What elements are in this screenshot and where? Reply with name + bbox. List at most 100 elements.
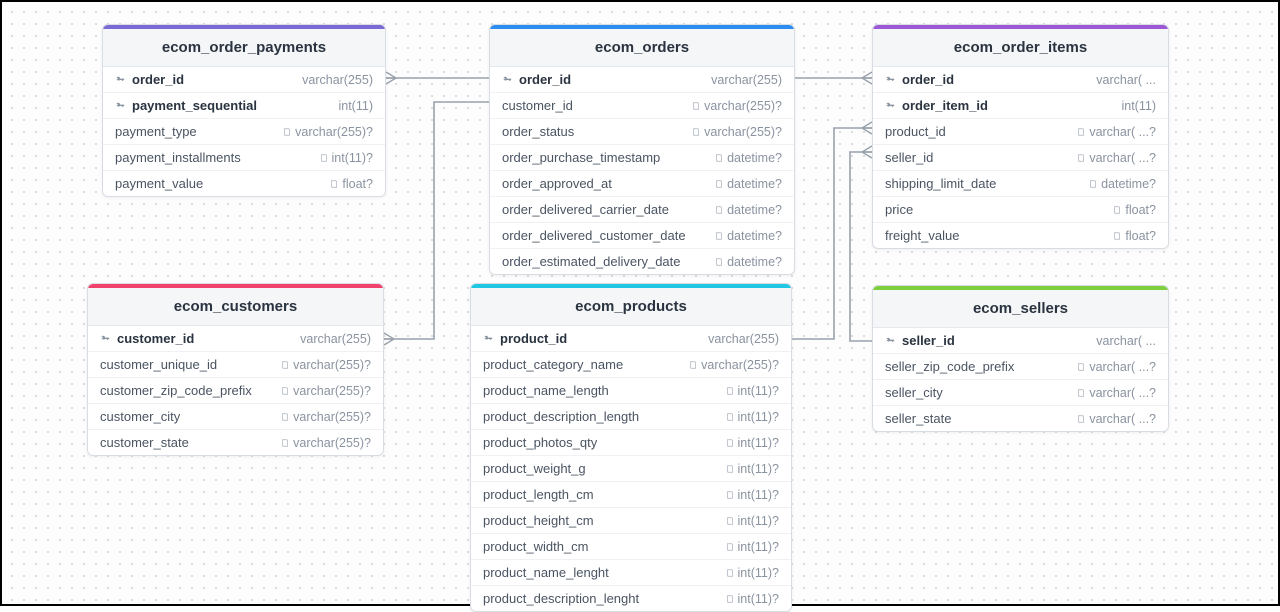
table-ecom_order_payments[interactable]: ecom_order_paymentsorder_idvarchar(255)p…	[102, 24, 386, 197]
primary-key-icon	[885, 100, 896, 111]
table-column[interactable]: order_delivered_customer_datedatetime?	[490, 223, 794, 249]
table-column[interactable]: order_idvarchar(255)	[490, 67, 794, 93]
table-column[interactable]: order_idvarchar( ...	[873, 67, 1168, 93]
nullable-icon	[691, 127, 701, 137]
table-column[interactable]: order_delivered_carrier_datedatetime?	[490, 197, 794, 223]
erd-canvas[interactable]: ecom_order_paymentsorder_idvarchar(255)p…	[0, 0, 1280, 606]
table-column[interactable]: product_idvarchar( ...?	[873, 119, 1168, 145]
nullable-icon	[714, 153, 724, 163]
column-type: datetime?	[706, 203, 782, 217]
column-type: datetime?	[1080, 177, 1156, 191]
column-name: seller_id	[885, 333, 1088, 348]
nullable-icon	[329, 179, 339, 189]
nullable-icon	[280, 386, 290, 396]
nullable-icon	[319, 153, 329, 163]
column-name: seller_city	[885, 385, 1068, 400]
table-column[interactable]: order_statusvarchar(255)?	[490, 119, 794, 145]
column-type: varchar(255)	[292, 332, 371, 346]
table-column[interactable]: payment_installmentsint(11)?	[103, 145, 385, 171]
column-name: order_id	[885, 72, 1088, 87]
table-column[interactable]: payment_sequentialint(11)	[103, 93, 385, 119]
table-column[interactable]: seller_statevarchar( ...?	[873, 406, 1168, 431]
table-column[interactable]: product_idvarchar(255)	[471, 326, 791, 352]
column-name: product_description_lenght	[483, 591, 717, 606]
edge-sellers-items	[850, 152, 872, 341]
nullable-icon	[282, 127, 292, 137]
table-column[interactable]: seller_idvarchar( ...?	[873, 145, 1168, 171]
table-column[interactable]: order_idvarchar(255)	[103, 67, 385, 93]
nullable-icon	[1076, 362, 1086, 372]
table-column[interactable]: product_width_cmint(11)?	[471, 534, 791, 560]
column-type: int(11)?	[717, 592, 779, 606]
column-name: customer_city	[100, 409, 272, 424]
column-name: order_estimated_delivery_date	[502, 254, 706, 269]
column-name: order_status	[502, 124, 683, 139]
column-type: varchar(255)	[703, 73, 782, 87]
nullable-icon	[688, 360, 698, 370]
table-column[interactable]: product_category_namevarchar(255)?	[471, 352, 791, 378]
column-type: varchar(255)	[294, 73, 373, 87]
table-column[interactable]: product_description_lenghtint(11)?	[471, 586, 791, 611]
table-column[interactable]: seller_zip_code_prefixvarchar( ...?	[873, 354, 1168, 380]
table-column[interactable]: customer_unique_idvarchar(255)?	[88, 352, 383, 378]
primary-key-icon	[115, 74, 126, 85]
table-column[interactable]: payment_typevarchar(255)?	[103, 119, 385, 145]
column-type: datetime?	[706, 255, 782, 269]
column-type: datetime?	[706, 177, 782, 191]
table-column[interactable]: customer_cityvarchar(255)?	[88, 404, 383, 430]
table-column[interactable]: pricefloat?	[873, 197, 1168, 223]
column-name: product_length_cm	[483, 487, 717, 502]
table-ecom_order_items[interactable]: ecom_order_itemsorder_idvarchar( ...orde…	[872, 24, 1169, 249]
table-column[interactable]: order_item_idint(11)	[873, 93, 1168, 119]
table-column[interactable]: product_photos_qtyint(11)?	[471, 430, 791, 456]
table-column[interactable]: seller_cityvarchar( ...?	[873, 380, 1168, 406]
table-column[interactable]: product_length_cmint(11)?	[471, 482, 791, 508]
nullable-icon	[1112, 205, 1122, 215]
table-ecom_products[interactable]: ecom_productsproduct_idvarchar(255)produ…	[470, 283, 792, 612]
table-column[interactable]: product_description_lengthint(11)?	[471, 404, 791, 430]
table-column[interactable]: payment_valuefloat?	[103, 171, 385, 196]
table-title: ecom_order_payments	[103, 29, 385, 67]
table-column[interactable]: customer_statevarchar(255)?	[88, 430, 383, 455]
nullable-icon	[280, 438, 290, 448]
table-column[interactable]: product_name_lengthint(11)?	[471, 378, 791, 404]
table-title: ecom_sellers	[873, 290, 1168, 328]
column-type: int(11)?	[717, 410, 779, 424]
table-ecom_sellers[interactable]: ecom_sellersseller_idvarchar( ...seller_…	[872, 285, 1169, 432]
nullable-icon	[1112, 231, 1122, 241]
nullable-icon	[714, 231, 724, 241]
table-ecom_customers[interactable]: ecom_customerscustomer_idvarchar(255)cus…	[87, 283, 384, 456]
table-column[interactable]: product_height_cmint(11)?	[471, 508, 791, 534]
primary-key-icon	[483, 333, 494, 344]
nullable-icon	[280, 360, 290, 370]
table-ecom_orders[interactable]: ecom_ordersorder_idvarchar(255)customer_…	[489, 24, 795, 275]
table-column[interactable]: seller_idvarchar( ...	[873, 328, 1168, 354]
column-type: datetime?	[706, 151, 782, 165]
primary-key-icon	[100, 333, 111, 344]
column-name: shipping_limit_date	[885, 176, 1080, 191]
column-name: customer_zip_code_prefix	[100, 383, 272, 398]
nullable-icon	[280, 412, 290, 422]
nullable-icon	[714, 205, 724, 215]
column-type: varchar(255)?	[272, 436, 371, 450]
nullable-icon	[1076, 153, 1086, 163]
column-name: product_weight_g	[483, 461, 717, 476]
column-type: varchar(255)?	[272, 384, 371, 398]
table-title: ecom_customers	[88, 288, 383, 326]
table-column[interactable]: customer_idvarchar(255)	[88, 326, 383, 352]
column-name: seller_zip_code_prefix	[885, 359, 1068, 374]
column-name: customer_state	[100, 435, 272, 450]
nullable-icon	[1076, 127, 1086, 137]
column-name: product_photos_qty	[483, 435, 717, 450]
column-name: order_id	[115, 72, 294, 87]
table-column[interactable]: freight_valuefloat?	[873, 223, 1168, 248]
table-column[interactable]: order_purchase_timestampdatetime?	[490, 145, 794, 171]
column-name: customer_id	[100, 331, 292, 346]
table-column[interactable]: product_weight_gint(11)?	[471, 456, 791, 482]
table-column[interactable]: customer_zip_code_prefixvarchar(255)?	[88, 378, 383, 404]
table-column[interactable]: product_name_lenghtint(11)?	[471, 560, 791, 586]
table-column[interactable]: order_approved_atdatetime?	[490, 171, 794, 197]
table-column[interactable]: order_estimated_delivery_datedatetime?	[490, 249, 794, 274]
table-column[interactable]: customer_idvarchar(255)?	[490, 93, 794, 119]
table-column[interactable]: shipping_limit_datedatetime?	[873, 171, 1168, 197]
